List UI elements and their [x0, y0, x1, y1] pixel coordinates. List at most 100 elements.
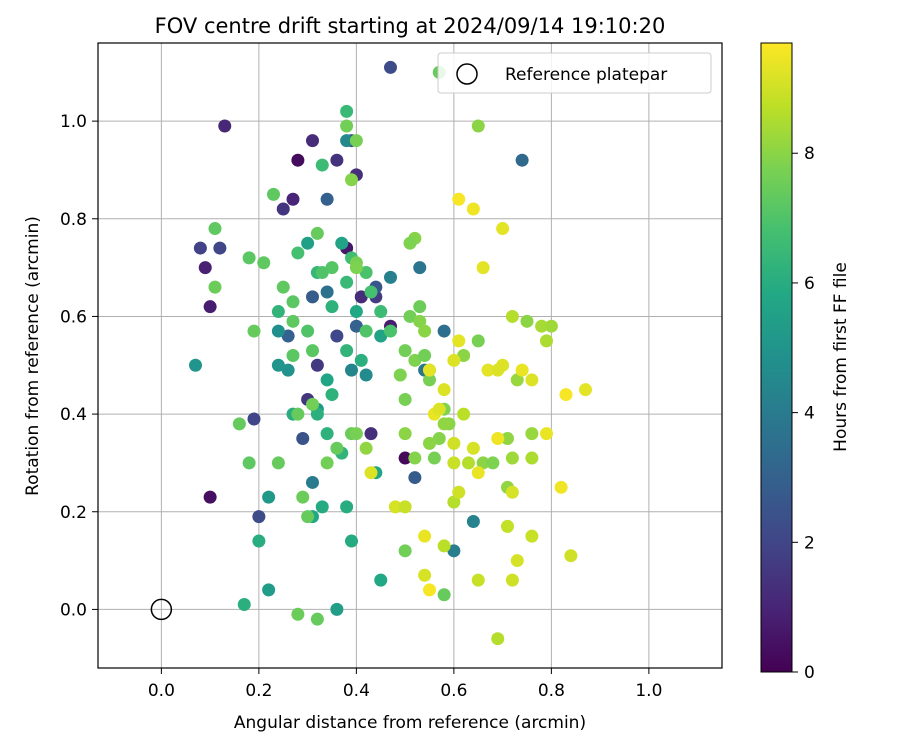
data-point — [271, 456, 285, 470]
data-point — [471, 334, 485, 348]
data-point — [486, 456, 500, 470]
axis-ticks: 0.0 0.2 0.4 0.6 0.8 1.0 0.0 0.2 0.4 0.6 0.8 1.0 — [60, 112, 662, 701]
data-point — [218, 119, 232, 133]
data-point — [398, 344, 412, 358]
data-point — [525, 529, 539, 543]
data-point — [310, 407, 324, 421]
data-point — [466, 202, 480, 216]
data-point — [525, 451, 539, 465]
data-point — [330, 441, 344, 455]
data-point — [306, 290, 319, 304]
data-point — [432, 402, 446, 416]
data-point — [320, 373, 334, 387]
data-point — [554, 480, 568, 494]
data-point — [320, 192, 334, 206]
data-point — [515, 153, 529, 167]
data-point — [364, 466, 378, 480]
data-point — [427, 451, 441, 465]
data-point — [340, 275, 354, 289]
data-point — [291, 407, 305, 421]
data-point — [515, 363, 529, 377]
data-point — [349, 305, 363, 319]
data-point — [306, 344, 319, 358]
data-point — [505, 485, 519, 499]
data-point — [198, 261, 212, 275]
data-point — [452, 334, 466, 348]
data-point — [286, 314, 300, 328]
data-point — [267, 187, 280, 201]
data-point — [349, 261, 363, 275]
legend: Reference platepar — [437, 52, 712, 94]
data-point — [413, 261, 427, 275]
data-point — [330, 153, 344, 167]
data-point — [501, 519, 514, 533]
data-point — [374, 305, 388, 319]
y-tick-label: 1.0 — [60, 112, 87, 132]
data-point — [447, 436, 461, 450]
colorbar-gradient — [760, 42, 793, 673]
data-point — [325, 300, 339, 314]
data-point — [437, 588, 451, 602]
data-point — [505, 451, 519, 465]
data-point — [481, 363, 495, 377]
data-point — [359, 368, 373, 382]
data-point — [476, 456, 490, 470]
y-tick-label: 0.4 — [60, 405, 87, 425]
data-point — [354, 353, 368, 367]
data-point — [286, 192, 300, 206]
data-point — [301, 236, 315, 250]
data-point — [281, 329, 295, 343]
data-point — [345, 363, 358, 377]
data-point — [418, 568, 432, 582]
data-point — [306, 134, 319, 148]
y-tick-label: 0.2 — [60, 503, 87, 523]
data-point — [423, 363, 436, 377]
data-point — [189, 358, 202, 372]
data-point — [496, 358, 510, 372]
colorbar-tick-label: 4 — [804, 404, 815, 424]
data-point — [345, 534, 358, 548]
data-point — [447, 495, 461, 509]
data-point — [262, 583, 276, 597]
colorbar-tick-label: 2 — [804, 533, 815, 553]
data-point — [393, 368, 407, 382]
data-point — [540, 427, 553, 441]
data-point — [423, 373, 436, 387]
data-point — [252, 534, 266, 548]
data-point — [291, 246, 305, 260]
data-point — [374, 573, 388, 587]
data-point — [310, 358, 324, 372]
data-point — [398, 500, 412, 514]
data-point — [208, 222, 222, 236]
data-point — [496, 222, 510, 236]
data-point — [403, 309, 417, 323]
data-point — [286, 349, 300, 362]
x-tick-label: 0.4 — [343, 681, 370, 701]
data-point — [286, 295, 300, 309]
data-point — [418, 349, 432, 362]
data-point — [340, 104, 354, 118]
data-point — [306, 475, 319, 489]
colorbar-tick-label: 8 — [804, 144, 815, 164]
data-point — [203, 490, 217, 504]
data-point — [232, 417, 246, 431]
data-point — [452, 192, 466, 206]
data-point — [330, 329, 344, 343]
data-point — [310, 612, 324, 626]
data-point — [301, 324, 315, 338]
data-point — [364, 285, 378, 299]
data-point — [437, 539, 451, 553]
data-point — [349, 319, 363, 333]
data-point — [505, 309, 519, 323]
data-point — [335, 236, 349, 250]
data-point — [296, 490, 310, 504]
x-tick-label: 0.0 — [148, 681, 175, 701]
colorbar-ticks: 0 2 4 6 8 — [792, 144, 815, 683]
data-point — [457, 407, 471, 421]
data-point — [242, 456, 256, 470]
data-point — [423, 436, 436, 450]
chart-title: FOV centre drift starting at 2024/09/14 … — [155, 14, 666, 38]
y-tick-label: 0.0 — [60, 600, 87, 620]
x-axis-label: Angular distance from reference (arcmin) — [234, 713, 586, 733]
